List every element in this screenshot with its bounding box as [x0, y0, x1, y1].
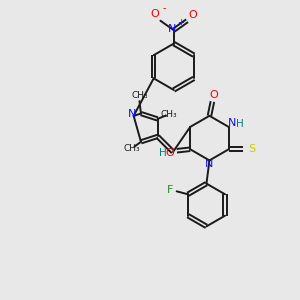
Text: H: H: [236, 119, 244, 129]
Text: S: S: [248, 144, 255, 154]
Text: +: +: [177, 18, 184, 27]
Text: CH₃: CH₃: [124, 144, 140, 153]
Text: N: N: [168, 24, 176, 34]
Text: N: N: [205, 159, 214, 169]
Text: N: N: [228, 118, 236, 128]
Text: O: O: [189, 10, 197, 20]
Text: F: F: [167, 185, 173, 195]
Text: CH₃: CH₃: [160, 110, 177, 119]
Text: H: H: [159, 148, 167, 158]
Text: O: O: [209, 90, 218, 100]
Text: -: -: [162, 3, 166, 13]
Text: O: O: [151, 9, 159, 19]
Text: O: O: [165, 148, 174, 158]
Text: CH₃: CH₃: [131, 91, 148, 100]
Text: N: N: [128, 109, 136, 119]
